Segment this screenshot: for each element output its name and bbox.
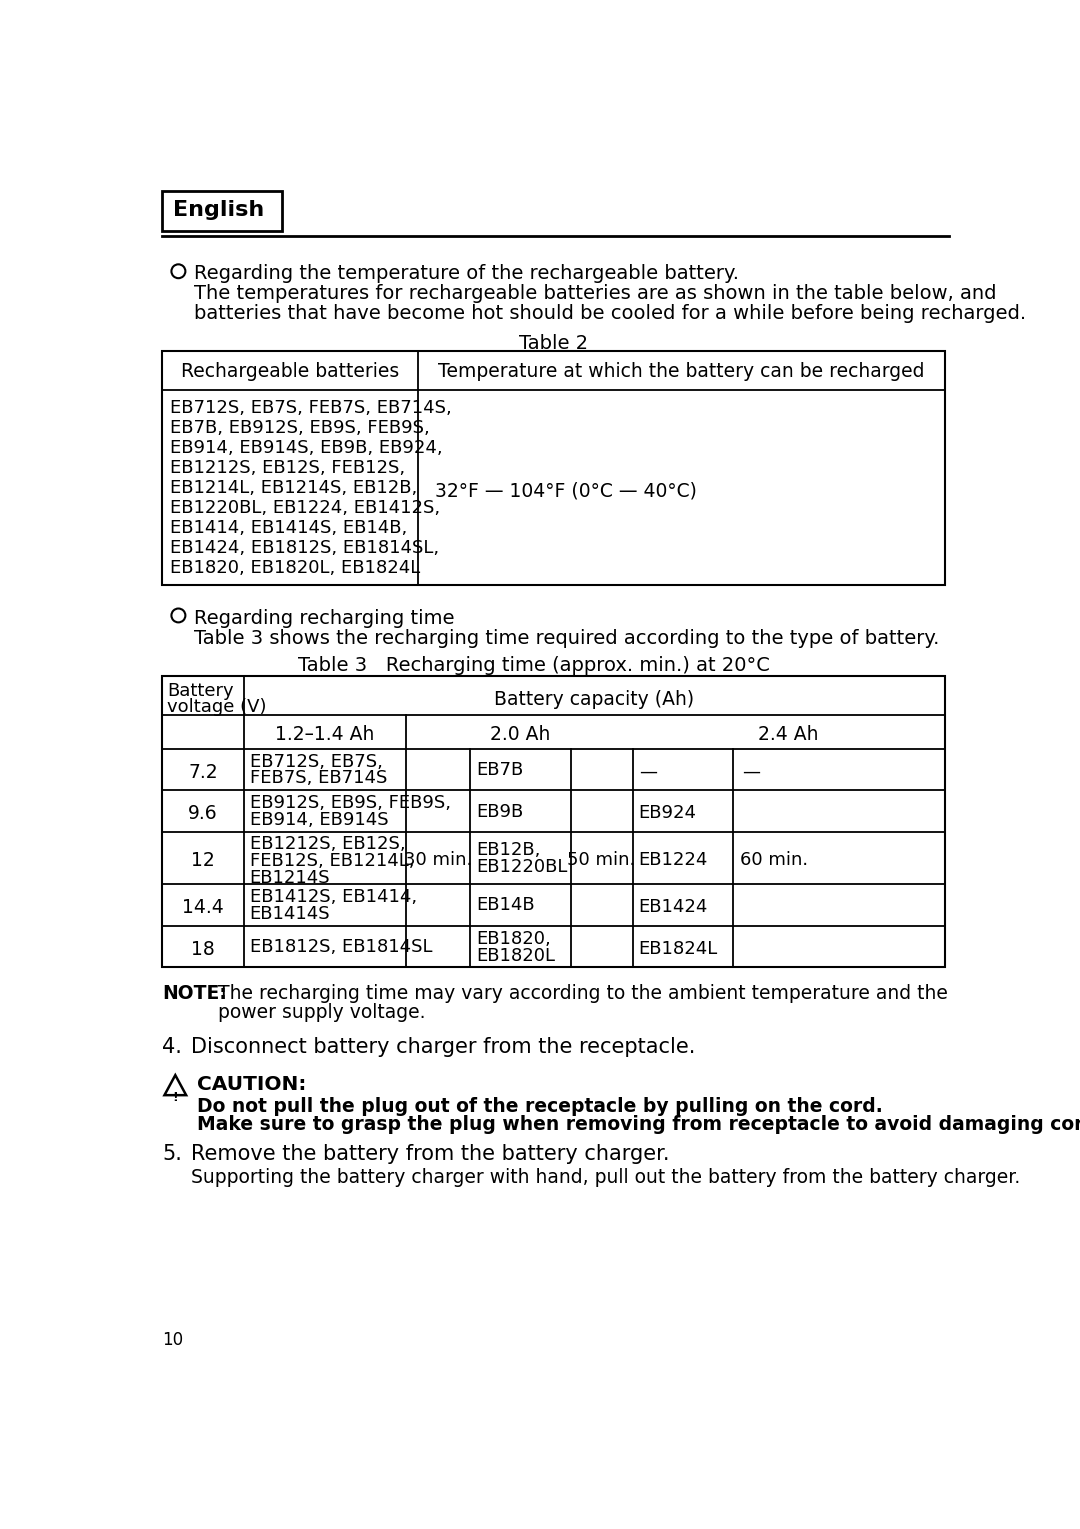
Text: Battery: Battery	[166, 682, 233, 700]
Bar	[162, 191, 282, 231]
Polygon shape	[164, 1075, 186, 1095]
Text: 7.2: 7.2	[188, 763, 218, 781]
Text: !: !	[173, 1090, 178, 1104]
Text: Table 3   Recharging time (approx. min.) at 20°C: Table 3 Recharging time (approx. min.) a…	[298, 656, 770, 676]
Text: EB1220BL: EB1220BL	[476, 858, 567, 876]
Text: EB712S, EB7S,: EB712S, EB7S,	[249, 752, 382, 771]
Text: Disconnect battery charger from the receptacle.: Disconnect battery charger from the rece…	[191, 1037, 696, 1057]
Text: voltage (V): voltage (V)	[166, 697, 267, 716]
Text: EB14B: EB14B	[476, 896, 535, 914]
Text: Supporting the battery charger with hand, pull out the battery from the battery : Supporting the battery charger with hand…	[191, 1168, 1020, 1187]
Text: Table 3 shows the recharging time required according to the type of battery.: Table 3 shows the recharging time requir…	[194, 628, 940, 648]
Text: batteries that have become hot should be cooled for a while before being recharg: batteries that have become hot should be…	[194, 304, 1026, 323]
Text: Remove the battery from the battery charger.: Remove the battery from the battery char…	[191, 1144, 670, 1165]
Text: English: English	[173, 200, 265, 220]
Text: 50 min.: 50 min.	[567, 852, 636, 868]
Text: EB1214L, EB1214S, EB12B,: EB1214L, EB1214S, EB12B,	[170, 479, 417, 497]
Text: Regarding recharging time: Regarding recharging time	[194, 609, 455, 627]
Text: EB1820L: EB1820L	[476, 946, 555, 965]
Text: Make sure to grasp the plug when removing from receptacle to avoid damaging cord: Make sure to grasp the plug when removin…	[197, 1115, 1080, 1135]
Text: Battery capacity (Ah): Battery capacity (Ah)	[495, 690, 694, 709]
Text: 12: 12	[191, 852, 215, 870]
Text: 18: 18	[191, 940, 215, 959]
Text: EB1224: EB1224	[638, 852, 708, 868]
Text: EB914, EB914S, EB9B, EB924,: EB914, EB914S, EB9B, EB924,	[170, 439, 443, 457]
Text: EB1212S, EB12S,: EB1212S, EB12S,	[249, 835, 405, 853]
Text: 14.4: 14.4	[181, 898, 224, 917]
Text: FEB12S, EB1214L,: FEB12S, EB1214L,	[249, 852, 415, 870]
Text: EB1424, EB1812S, EB1814SL,: EB1424, EB1812S, EB1814SL,	[170, 540, 438, 557]
Text: Temperature at which the battery can be recharged: Temperature at which the battery can be …	[438, 362, 924, 381]
Text: EB1412S, EB1414,: EB1412S, EB1414,	[249, 888, 417, 907]
Text: —: —	[743, 763, 760, 780]
Text: 32°F — 104°F (0°C — 40°C): 32°F — 104°F (0°C — 40°C)	[435, 482, 697, 500]
Text: EB1820, EB1820L, EB1824L: EB1820, EB1820L, EB1824L	[170, 560, 420, 578]
Text: Regarding the temperature of the rechargeable battery.: Regarding the temperature of the recharg…	[194, 265, 739, 283]
Text: EB912S, EB9S, FEB9S,: EB912S, EB9S, FEB9S,	[249, 794, 450, 812]
Text: The temperatures for rechargeable batteries are as shown in the table below, and: The temperatures for rechargeable batter…	[194, 284, 997, 303]
Text: 30 min.: 30 min.	[404, 852, 472, 868]
Text: 2.0 Ah: 2.0 Ah	[490, 725, 551, 743]
Text: EB1812S, EB1814SL: EB1812S, EB1814SL	[249, 939, 432, 956]
Text: power supply voltage.: power supply voltage.	[218, 1003, 426, 1021]
Text: —: —	[638, 763, 657, 780]
Text: Do not pull the plug out of the receptacle by pulling on the cord.: Do not pull the plug out of the receptac…	[197, 1096, 882, 1116]
Text: EB1212S, EB12S, FEB12S,: EB1212S, EB12S, FEB12S,	[170, 459, 405, 477]
Bar	[162, 676, 945, 968]
Bar	[162, 352, 945, 586]
Text: EB1414S: EB1414S	[249, 905, 330, 924]
Text: 5.: 5.	[162, 1144, 183, 1165]
Text: EB924: EB924	[638, 804, 697, 823]
Text: 4.: 4.	[162, 1037, 183, 1057]
Text: EB12B,: EB12B,	[476, 841, 540, 859]
Text: Table 2: Table 2	[518, 333, 589, 353]
Text: EB1414, EB1414S, EB14B,: EB1414, EB1414S, EB14B,	[170, 520, 407, 537]
Text: 60 min.: 60 min.	[740, 852, 808, 868]
Text: EB1824L: EB1824L	[638, 940, 718, 957]
Text: 2.4 Ah: 2.4 Ah	[758, 725, 819, 743]
Text: EB1820,: EB1820,	[476, 930, 551, 948]
Text: EB1214S: EB1214S	[249, 868, 330, 887]
Text: EB9B: EB9B	[476, 803, 523, 821]
Text: 10: 10	[162, 1330, 184, 1349]
Text: EB914, EB914S: EB914, EB914S	[249, 810, 389, 829]
Text: The recharging time may vary according to the ambient temperature and the: The recharging time may vary according t…	[218, 985, 948, 1003]
Text: EB712S, EB7S, FEB7S, EB714S,: EB712S, EB7S, FEB7S, EB714S,	[170, 399, 451, 417]
Text: FEB7S, EB714S: FEB7S, EB714S	[249, 769, 387, 787]
Text: EB7B, EB912S, EB9S, FEB9S,: EB7B, EB912S, EB9S, FEB9S,	[170, 419, 430, 437]
Text: EB1424: EB1424	[638, 898, 708, 916]
Text: EB7B: EB7B	[476, 761, 523, 778]
Text: CAUTION:: CAUTION:	[197, 1075, 307, 1095]
Text: NOTE:: NOTE:	[162, 985, 227, 1003]
Text: EB1220BL, EB1224, EB1412S,: EB1220BL, EB1224, EB1412S,	[170, 498, 440, 517]
Text: Rechargeable batteries: Rechargeable batteries	[180, 362, 400, 381]
Text: 9.6: 9.6	[188, 804, 218, 823]
Text: 1.2–1.4 Ah: 1.2–1.4 Ah	[275, 725, 375, 743]
